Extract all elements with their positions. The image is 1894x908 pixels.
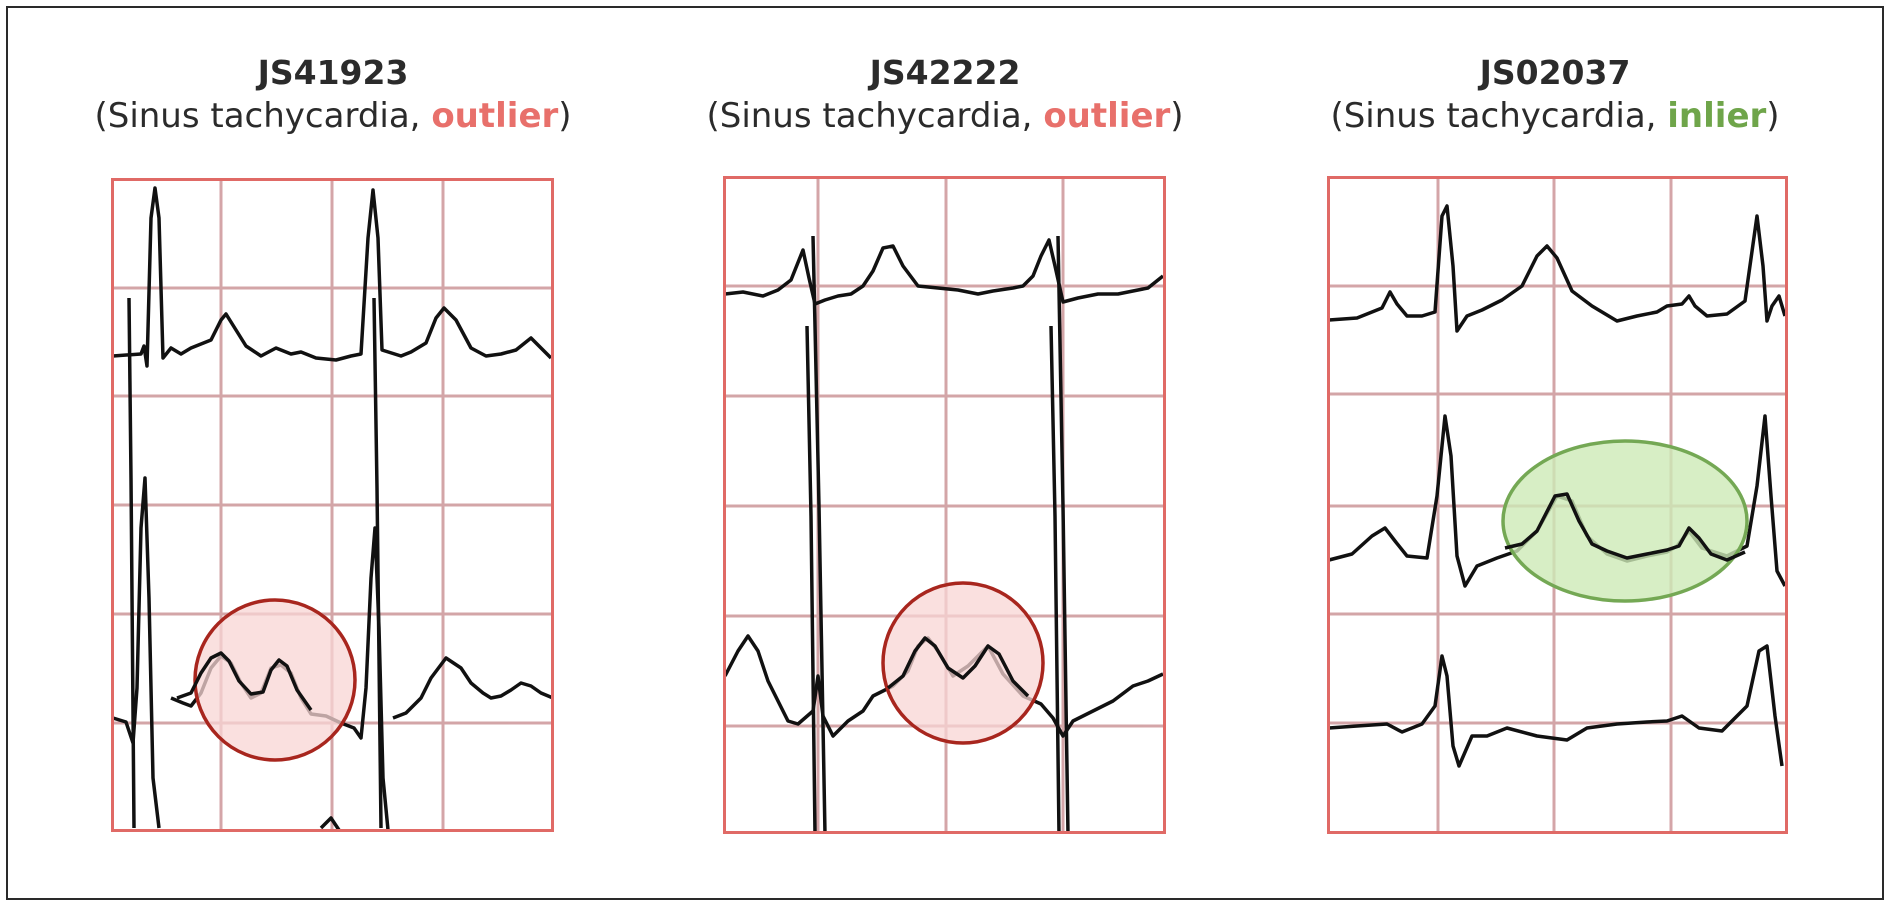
panel-1-title: JS41923 (Sinus tachycardia, outlier) [83, 53, 583, 139]
panel-3-ecg-strip [1327, 176, 1788, 834]
panel-3-rhythm-label: (Sinus tachycardia, [1330, 96, 1668, 136]
panel-3-strip-border [1327, 176, 1788, 834]
panel-1-strip-border [111, 178, 554, 832]
panel-1-status: outlier [431, 96, 559, 136]
panel-3-close-paren: ) [1766, 96, 1780, 136]
panel-3-title: JS02037 (Sinus tachycardia, inlier) [1305, 53, 1805, 139]
panel-2-traces [723, 235, 1165, 835]
panel-2-outlier-highlight [881, 581, 1045, 745]
panel-1-rhythm-label: (Sinus tachycardia, [94, 96, 432, 136]
panel-3-inlier-highlight [1501, 439, 1749, 603]
panel-3-status: inlier [1667, 96, 1767, 136]
panel-2-record-id: JS42222 [869, 53, 1021, 92]
panel-1-outlier-highlight [193, 598, 357, 762]
panel-2-ecg-strip [723, 176, 1166, 835]
panel-3-subtitle: (Sinus tachycardia, inlier) [1305, 93, 1805, 139]
panel-1-ecg-strip [111, 178, 554, 832]
panel-2-status: outlier [1043, 96, 1171, 136]
panel-2-close-paren: ) [1170, 96, 1184, 136]
figure-frame [6, 6, 1884, 900]
panel-1-close-paren: ) [558, 96, 572, 136]
panel-2-subtitle: (Sinus tachycardia, outlier) [695, 93, 1195, 139]
panel-1-subtitle: (Sinus tachycardia, outlier) [83, 93, 583, 139]
panel-2-rhythm-label: (Sinus tachycardia, [706, 96, 1044, 136]
panel-3-record-id: JS02037 [1479, 53, 1631, 92]
panel-1-record-id: JS41923 [257, 53, 409, 92]
panel-2-title: JS42222 (Sinus tachycardia, outlier) [695, 53, 1195, 139]
panel-2-strip-border [723, 176, 1166, 834]
